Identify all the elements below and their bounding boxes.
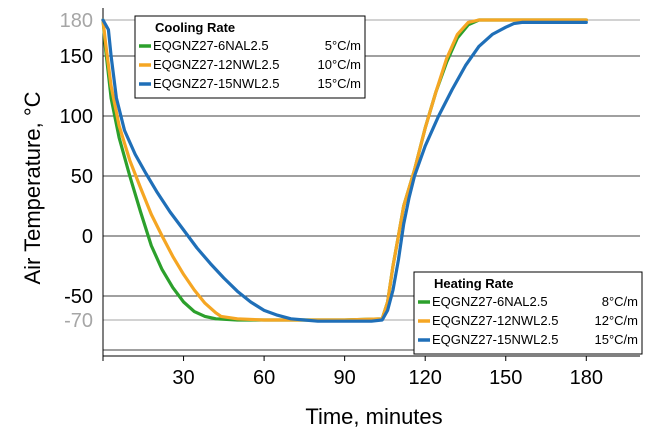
- legend-entry-rate: 12°C/m: [595, 313, 639, 328]
- legend-box: [413, 271, 643, 355]
- axes: [102, 8, 640, 361]
- legend-entry-name: EQGNZ27-6NAL2.5: [432, 294, 548, 309]
- legend-entry-name: EQGNZ27-15NWL2.5: [153, 76, 279, 91]
- legend-entry-name: EQGNZ27-6NAL2.5: [153, 38, 269, 53]
- y-tick-label: 180: [60, 10, 93, 32]
- x-tick-label: 150: [489, 367, 522, 389]
- x-tick-label: 30: [172, 367, 194, 389]
- legend-box: [134, 15, 366, 99]
- x-tick-label: 90: [334, 367, 356, 389]
- x-axis-label: Time, minutes: [305, 404, 442, 429]
- legend-cooling-rate: Cooling Rate EQGNZ27-6NAL2.5 5°C/m EQGNZ27-…: [134, 15, 366, 99]
- series-line-3: [101, 18, 588, 323]
- legend-entry-name: EQGNZ27-12NWL2.5: [432, 313, 558, 328]
- legend-entry-rate: 15°C/m: [318, 76, 362, 91]
- legend-heating-rate: Heating Rate EQGNZ27-6NAL2.5 8°C/m EQGNZ27-…: [413, 271, 643, 355]
- legend-entry-name: EQGNZ27-15NWL2.5: [432, 332, 558, 347]
- legend-title: Heating Rate: [434, 276, 513, 291]
- series-lines: [101, 18, 588, 323]
- legend-title: Cooling Rate: [155, 20, 235, 35]
- y-axis-label: Air Temperature, °C: [20, 91, 45, 284]
- x-tick-label: 180: [570, 367, 603, 389]
- x-tick-labels: 30 60 90 120 150 180: [172, 367, 603, 389]
- legends: Cooling Rate EQGNZ27-6NAL2.5 5°C/m EQGNZ27-…: [134, 15, 643, 355]
- y-tick-label: 100: [60, 106, 93, 128]
- legend-entry-rate: 8°C/m: [602, 294, 638, 309]
- y-tick-label: -50: [64, 286, 93, 308]
- y-tick-label: -70: [64, 310, 93, 332]
- legend-entry-rate: 5°C/m: [325, 38, 361, 53]
- y-tick-labels: 180 150 100 50 0 -50-70: [60, 10, 93, 332]
- y-tick-label: 50: [71, 166, 93, 188]
- legend-entry-name: EQGNZ27-12NWL2.5: [153, 57, 279, 72]
- y-tick-label: 0: [82, 226, 93, 248]
- legend-entry-rate: 15°C/m: [595, 332, 639, 347]
- y-tick-label: 150: [60, 46, 93, 68]
- legend-entry-rate: 10°C/m: [318, 57, 362, 72]
- x-tick-label: 120: [409, 367, 442, 389]
- x-tick-label: 60: [253, 367, 275, 389]
